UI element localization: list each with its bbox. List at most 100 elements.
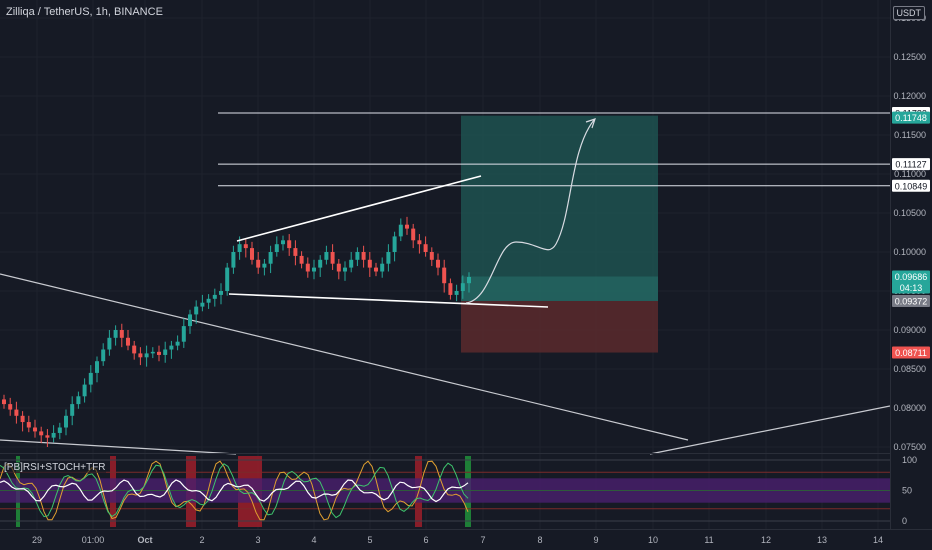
candle [107,330,112,356]
projection-arrowhead [585,118,596,129]
indicator-pane: 100 50 0 [0,455,917,527]
candle-body [95,361,99,373]
projection-path [465,119,595,304]
trendline-bottom [0,439,237,455]
candle-body [70,404,75,416]
price-label-text: 0.11748 [895,113,927,123]
candle-body [467,276,471,284]
candle-body [82,384,87,397]
price-label-countdown: 04:13 [892,281,930,294]
candle-body [417,240,422,245]
candle-body [367,259,372,268]
time-tick-label: 01:00 [82,535,105,545]
price-axis-separator [890,0,891,530]
stoch-k-line [0,460,469,521]
time-tick-label: 2 [199,535,204,545]
price-label-bg [892,158,930,171]
candle [423,236,428,257]
candle [132,340,137,360]
candle-body [101,349,106,362]
candle-body [119,330,124,338]
candle [250,241,254,265]
candle [181,318,186,348]
time-tick-label: 7 [480,535,485,545]
price-tick-label: 0.10500 [893,208,926,218]
price-label-stop-0-08711: 0.08711 [892,346,930,359]
candle [231,245,236,274]
time-tick-label: 3 [255,535,260,545]
candle [175,335,180,351]
candle [8,397,13,416]
wedge-lower-line [228,293,549,308]
time-tick-label: 11 [704,535,713,545]
candle-body [243,244,248,249]
candle-body [256,259,261,268]
candle-body [405,224,409,229]
candle-body [51,432,56,438]
indicator-title[interactable]: [PB]RSI+STOCH+TFR [4,462,106,473]
candle-body [374,267,378,272]
candle-body [355,252,360,260]
target-zone [461,115,658,301]
candle [299,251,304,269]
price-label-level-0-10849: 0.10849 [892,179,930,192]
candle-body [126,337,130,346]
time-tick-label: 8 [537,535,542,545]
price-label-bg [892,111,930,124]
candle [95,356,99,383]
price-label-bg [892,179,930,192]
time-tick-label: 10 [648,535,658,545]
wedge-upper-line [236,175,482,242]
time-axis: 29 01:00 Oct 2 3 4 5 6 7 8 9 10 11 12 13 14 [32,535,883,545]
candle-body [454,291,459,295]
open-pnl-zone [461,276,658,301]
candle [355,247,360,267]
trendline-rising [649,405,891,455]
rsi-line [0,479,469,503]
currency-button[interactable]: USDT [892,6,925,20]
price-label-text: 04:13 [900,283,923,293]
candle-body [225,267,230,291]
time-tick-label: 9 [593,535,598,545]
candle-body [318,259,323,268]
price-label-bg [892,294,930,307]
candle [45,429,50,447]
candle-body [206,298,211,303]
candle [57,422,62,440]
candle-body [2,399,6,405]
symbol-title[interactable]: Zilliqa / TetherUS, 1h, BINANCE [6,6,163,18]
candle [70,396,75,426]
price-tick-label: 0.11000 [894,169,926,179]
price-label-text: 0.08711 [895,348,927,358]
candle [150,347,155,359]
candle [386,244,391,272]
candle [88,365,93,393]
candle [454,284,459,302]
pane-separator[interactable] [0,453,890,454]
candle-body [448,283,453,295]
candle-body [336,263,341,272]
price-label-bg [892,281,930,294]
candle [101,343,106,366]
price-label-text: 0.10849 [895,181,928,191]
candle [429,247,434,267]
candle-body [132,345,137,354]
candle [436,253,440,276]
time-tick-label: 5 [367,535,372,545]
price-label-bg [892,270,930,283]
time-tick-label: 4 [311,535,316,545]
candle [343,261,347,281]
candle [169,340,174,359]
candle-body [57,427,62,433]
candle-body [436,259,440,268]
candle-body [349,259,354,268]
candle-body [231,252,236,268]
time-tick-label: 6 [423,535,428,545]
candle [126,330,130,351]
candle [119,323,124,348]
candle-body [268,252,273,264]
candle [82,378,87,403]
candle [324,245,329,265]
